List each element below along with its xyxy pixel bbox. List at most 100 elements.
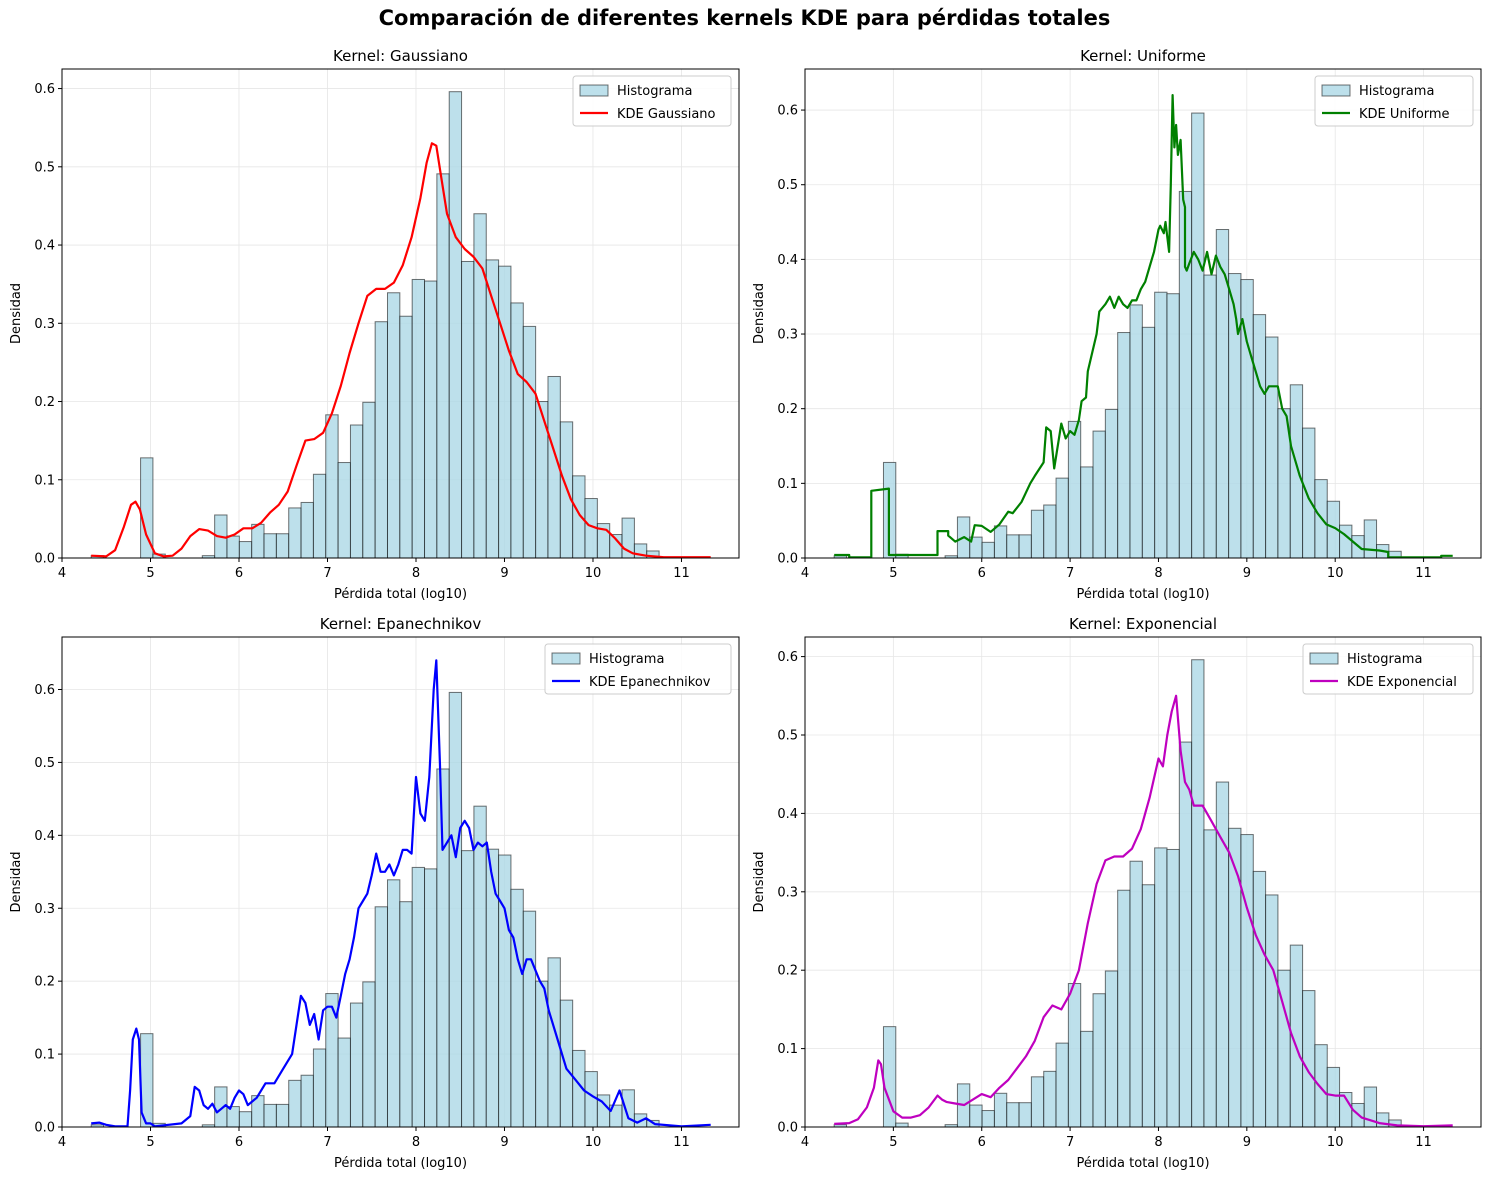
x-tick-label: 6 — [235, 566, 243, 581]
y-tick-label: 0.5 — [34, 756, 55, 771]
histogram-bar — [226, 535, 240, 559]
y-tick-label: 0.5 — [777, 729, 798, 744]
y-tick-label: 0.0 — [34, 552, 55, 567]
x-tick-label: 9 — [500, 1135, 508, 1150]
legend-label-kde: KDE Epanechnikov — [589, 675, 711, 690]
histogram-bar — [424, 280, 438, 559]
legend-label-histogram: Histograma — [617, 84, 692, 99]
histogram-bar — [522, 325, 537, 559]
histogram-bar — [251, 523, 265, 559]
y-tick-label: 0.2 — [34, 975, 55, 990]
histogram-bar — [981, 1110, 995, 1128]
histogram-bar — [981, 541, 995, 559]
subplot-2: 4 5 6 7 8 9 10 11 0.0 0.1 0.2 0.3 0.4 0.5 0.6 Kernel: U… — [752, 47, 1482, 602]
y-tick-label: 0.6 — [777, 104, 798, 119]
histogram-bar — [411, 278, 426, 559]
histogram-bar — [510, 888, 524, 1128]
histogram-bar — [1092, 430, 1106, 559]
x-axis-label: Pérdida total (log10) — [334, 1156, 467, 1171]
histogram-bar — [238, 1111, 253, 1128]
histogram-bar — [1240, 834, 1254, 1128]
x-tick-label: 10 — [1327, 1135, 1344, 1150]
x-tick-label: 9 — [500, 566, 508, 581]
histogram-bar — [424, 868, 438, 1128]
legend: Histograma KDE Gaussiano — [572, 75, 732, 127]
subplot-title: Kernel: Exponencial — [1069, 615, 1217, 633]
histogram-bar — [1067, 983, 1082, 1128]
legend-label-histogram: Histograma — [589, 652, 664, 667]
x-tick-label: 7 — [323, 1135, 331, 1150]
y-axis-label: Densidad — [752, 851, 767, 912]
legend-label-kde: KDE Uniforme — [1359, 107, 1450, 122]
x-tick-label: 7 — [1066, 566, 1074, 581]
histogram-bar — [461, 260, 475, 559]
histogram-bar — [1018, 1102, 1032, 1128]
histogram-bar — [238, 541, 253, 559]
y-tick-label: 0.1 — [34, 1048, 55, 1063]
y-axis-label: Densidad — [752, 283, 767, 344]
x-axis-label: Pérdida total (log10) — [1076, 1156, 1209, 1171]
legend-label-kde: KDE Gaussiano — [617, 107, 716, 122]
x-axis-label: Pérdida total (log10) — [1076, 587, 1209, 602]
x-tick-label: 6 — [978, 566, 986, 581]
histogram-bar — [288, 507, 302, 559]
y-tick-label: 0.6 — [34, 683, 55, 698]
histogram-bar — [1302, 990, 1316, 1128]
histogram-bar — [1129, 304, 1143, 559]
x-tick-label: 7 — [1066, 1135, 1074, 1150]
legend-box — [544, 643, 732, 695]
histogram-bar — [374, 321, 388, 559]
histogram-bar — [1166, 293, 1180, 559]
legend-label-histogram: Histograma — [1359, 84, 1434, 99]
histogram-bar — [559, 999, 574, 1128]
histogram-bar — [411, 866, 426, 1128]
x-axis-label: Pérdida total (log10) — [334, 587, 467, 602]
histogram-bar — [436, 768, 450, 1128]
histogram-bar — [399, 315, 413, 559]
histogram-bar — [1117, 889, 1131, 1128]
subplot-3: 4 5 6 7 8 9 10 11 0.0 0.1 0.2 0.3 0.4 0.5 0.6 Kernel: E… — [9, 615, 740, 1171]
histogram-bar — [1203, 829, 1217, 1128]
histogram-bar — [1055, 1042, 1069, 1128]
y-tick-label: 0.6 — [34, 82, 55, 97]
histogram-bar — [1326, 1066, 1341, 1128]
x-tick-label: 11 — [1415, 1135, 1432, 1150]
x-tick-label: 11 — [673, 1135, 690, 1150]
legend-box — [572, 75, 732, 127]
histogram-bar — [374, 906, 388, 1128]
x-tick-label: 7 — [323, 566, 331, 581]
histogram-bar — [1117, 332, 1131, 559]
histogram-bar — [1141, 326, 1156, 559]
histogram-bar — [448, 91, 463, 559]
x-tick-label: 5 — [146, 1135, 154, 1150]
x-tick-label: 4 — [801, 1135, 809, 1150]
y-tick-label: 0.1 — [777, 1042, 798, 1057]
histogram-bar — [1252, 870, 1267, 1128]
x-tick-label: 5 — [889, 1135, 897, 1150]
x-tick-label: 4 — [801, 566, 809, 581]
histogram-bar — [386, 292, 401, 559]
histogram-bar — [522, 910, 537, 1128]
x-tick-label: 8 — [1154, 1135, 1162, 1150]
legend-swatch-histogram — [579, 84, 609, 97]
histogram-bar — [1265, 894, 1279, 1128]
x-tick-label: 10 — [585, 566, 602, 581]
y-tick-label: 0.4 — [777, 253, 798, 268]
y-tick-label: 0.5 — [777, 178, 798, 193]
histogram-bar — [1203, 274, 1217, 559]
histogram-bar — [275, 1103, 290, 1128]
legend: Histograma KDE Epanechnikov — [544, 643, 732, 695]
histogram-bar — [349, 424, 364, 559]
histogram-bar — [349, 1002, 364, 1128]
histogram-bar — [312, 1048, 327, 1128]
y-tick-label: 0.0 — [777, 552, 798, 567]
histogram-bar — [1006, 1102, 1020, 1128]
y-tick-label: 0.4 — [34, 829, 55, 844]
x-tick-label: 8 — [412, 566, 420, 581]
histogram-bar — [1104, 970, 1119, 1128]
subplot-title: Kernel: Epanechnikov — [320, 615, 482, 633]
histogram-bar — [399, 901, 413, 1128]
histogram-bar — [1265, 336, 1279, 559]
histogram-bar — [300, 1074, 314, 1128]
histogram-bar — [993, 1092, 1008, 1128]
